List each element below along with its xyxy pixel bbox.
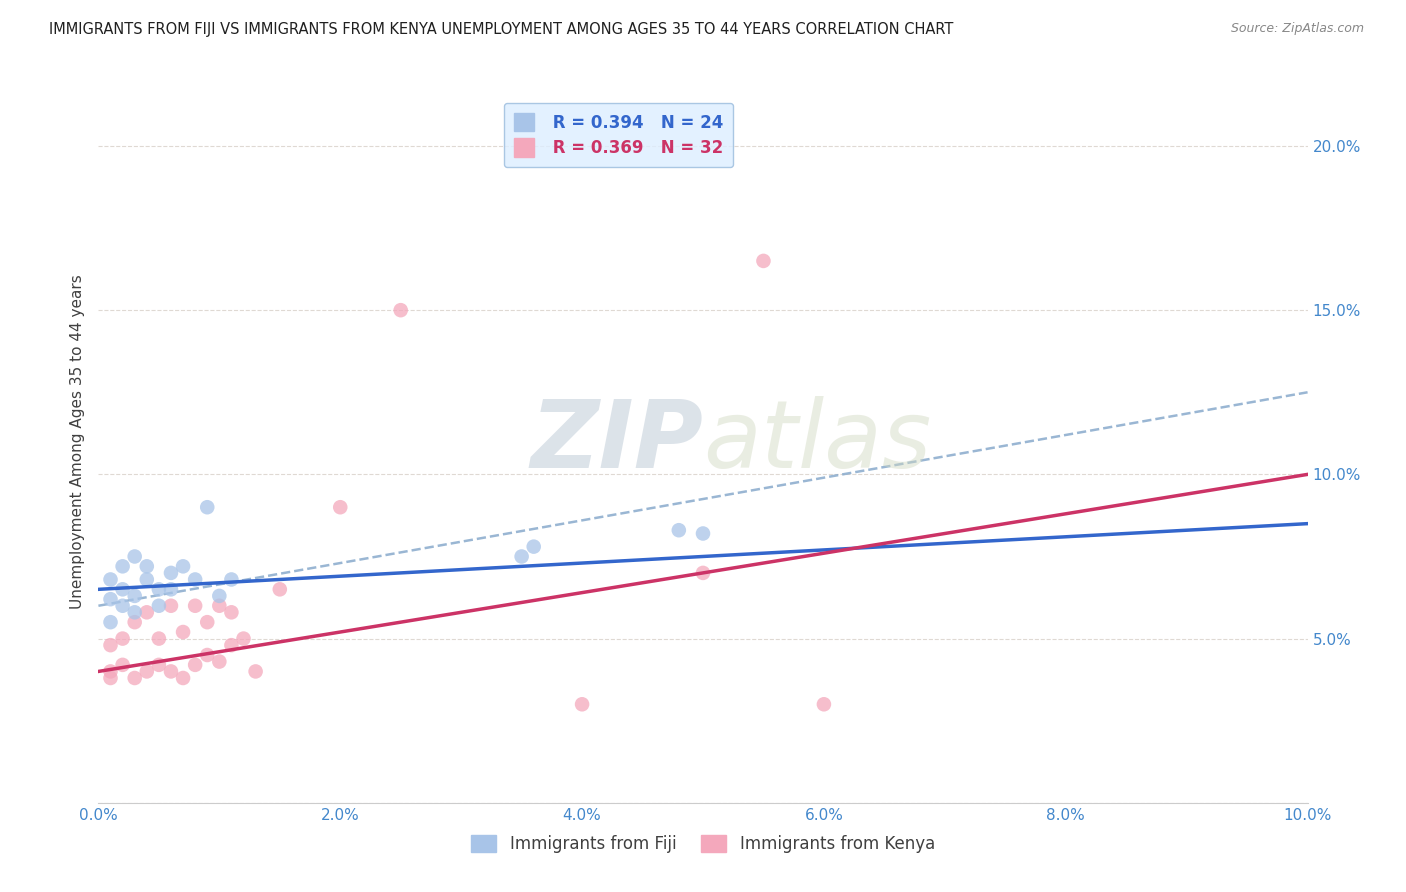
Point: [571, 698, 593, 712]
Point: [160, 582, 183, 597]
Point: [124, 549, 146, 564]
Point: [148, 582, 170, 597]
Point: [100, 638, 122, 652]
Point: [111, 559, 134, 574]
Point: [124, 671, 146, 685]
Point: [100, 671, 122, 685]
Text: Source: ZipAtlas.com: Source: ZipAtlas.com: [1230, 22, 1364, 36]
Point: [208, 589, 231, 603]
Text: IMMIGRANTS FROM FIJI VS IMMIGRANTS FROM KENYA UNEMPLOYMENT AMONG AGES 35 TO 44 Y: IMMIGRANTS FROM FIJI VS IMMIGRANTS FROM …: [49, 22, 953, 37]
Point: [184, 599, 207, 613]
Point: [221, 573, 243, 587]
Point: [692, 566, 714, 580]
Point: [692, 526, 714, 541]
Point: [668, 523, 690, 537]
Point: [111, 599, 134, 613]
Point: [208, 599, 231, 613]
Point: [135, 605, 157, 619]
Point: [269, 582, 291, 597]
Point: [124, 589, 146, 603]
Point: [172, 671, 194, 685]
Point: [111, 632, 134, 646]
Point: [160, 566, 183, 580]
Point: [813, 698, 835, 712]
Point: [752, 253, 775, 268]
Point: [245, 665, 267, 679]
Point: [124, 605, 146, 619]
Legend: Immigrants from Fiji, Immigrants from Kenya: Immigrants from Fiji, Immigrants from Ke…: [464, 828, 942, 860]
Point: [111, 657, 134, 672]
Point: [523, 540, 546, 554]
Point: [148, 599, 170, 613]
Point: [221, 638, 243, 652]
Point: [160, 599, 183, 613]
Point: [100, 615, 122, 630]
Point: [135, 573, 157, 587]
Point: [195, 500, 218, 515]
Point: [148, 632, 170, 646]
Point: [195, 615, 218, 630]
Y-axis label: Unemployment Among Ages 35 to 44 years: Unemployment Among Ages 35 to 44 years: [69, 274, 84, 609]
Point: [111, 582, 134, 597]
Point: [184, 657, 207, 672]
Point: [232, 632, 254, 646]
Point: [160, 665, 183, 679]
Point: [172, 625, 194, 640]
Point: [195, 648, 218, 662]
Point: [100, 665, 122, 679]
Point: [135, 665, 157, 679]
Point: [148, 657, 170, 672]
Point: [389, 303, 412, 318]
Point: [221, 605, 243, 619]
Point: [510, 549, 533, 564]
Point: [208, 655, 231, 669]
Point: [124, 615, 146, 630]
Point: [135, 559, 157, 574]
Text: ZIP: ZIP: [530, 395, 703, 488]
Point: [172, 559, 194, 574]
Point: [100, 573, 122, 587]
Point: [100, 592, 122, 607]
Point: [184, 573, 207, 587]
Point: [329, 500, 352, 515]
Text: atlas: atlas: [703, 396, 931, 487]
